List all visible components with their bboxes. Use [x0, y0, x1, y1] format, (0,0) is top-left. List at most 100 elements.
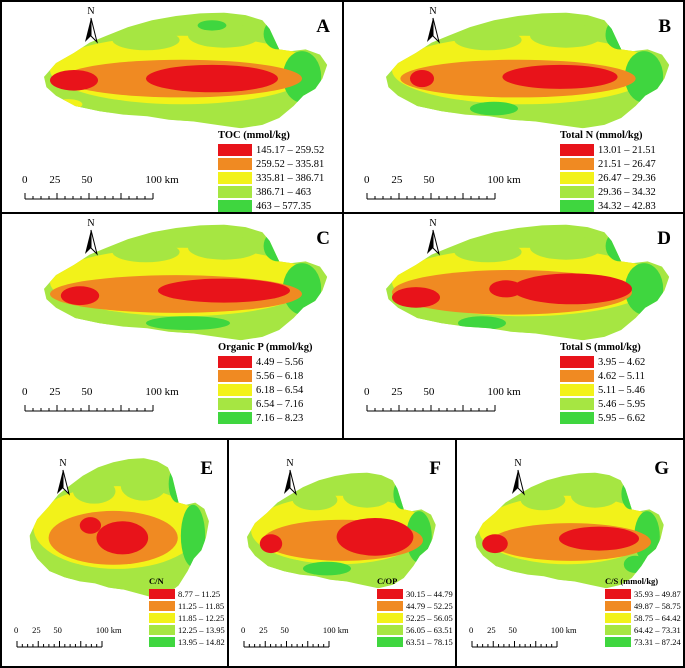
- scale-label: 50: [423, 174, 435, 186]
- legend-swatch: [149, 625, 175, 635]
- legend-swatch: [149, 601, 175, 611]
- legend-class-label: 63.51 – 78.15: [406, 637, 453, 647]
- scale-label: 25: [259, 625, 268, 635]
- legend-swatch: [560, 356, 594, 368]
- north-label: N: [514, 458, 522, 469]
- map-panel-d: D N Total S (mmol/kg) 3.95 – 4.62 4.62 – 5.…: [343, 213, 684, 439]
- legend: TOC (mmol/kg) 145.17 – 259.52 259.52 – 335…: [218, 130, 325, 212]
- scale-label: 50: [53, 625, 62, 635]
- north-label: N: [87, 218, 95, 229]
- legend-title: C/N: [149, 576, 164, 586]
- panel-label: D: [657, 228, 671, 249]
- legend-swatch: [218, 200, 252, 212]
- legend-swatch: [560, 412, 594, 424]
- north-arrow-icon: N: [80, 6, 102, 46]
- legend: C/N 8.77 – 11.25 11.25 – 11.85 11.85 – 12.2…: [149, 576, 225, 648]
- legend-swatch: [149, 589, 175, 599]
- legend-class-label: 30.15 – 44.79: [406, 589, 453, 599]
- scale-label: 100 km: [322, 625, 349, 635]
- scale-label: 0: [14, 625, 19, 635]
- scale-label: 25: [49, 386, 61, 398]
- scale-label: 50: [508, 625, 517, 635]
- legend-row: 63.51 – 78.15: [377, 636, 453, 648]
- legend-row: 5.56 – 6.18: [218, 369, 313, 383]
- legend-swatch: [149, 613, 175, 623]
- legend-row: 52.25 – 56.05: [377, 612, 453, 624]
- scale-bar: 0 25 50 100 km: [469, 625, 626, 654]
- legend-class-label: 35.93 – 49.87: [634, 589, 681, 599]
- legend-row: 6.18 – 6.54: [218, 383, 313, 397]
- choropleth-map: [29, 458, 209, 598]
- map-panel-a: A N TOC (mmol/kg) 145.17 – 259.52 259.52 – …: [1, 1, 343, 213]
- legend-swatch: [218, 370, 252, 382]
- legend-row: 5.95 – 6.62: [560, 411, 645, 425]
- legend-row: 29.36 – 34.32: [560, 185, 656, 199]
- scale-label: 100 km: [145, 386, 179, 398]
- legend-row: 7.16 – 8.23: [218, 411, 313, 425]
- legend: C/OP 30.15 – 44.79 44.79 – 52.25 52.25 – 56…: [377, 576, 453, 648]
- scale-label: 25: [487, 625, 496, 635]
- legend-class-label: 7.16 – 8.23: [256, 412, 304, 424]
- legend-row: 73.31 – 87.24: [605, 636, 681, 648]
- legend-class-label: 26.47 – 29.36: [598, 172, 656, 184]
- scale-label: 25: [391, 386, 403, 398]
- legend-swatch: [605, 613, 631, 623]
- legend-swatch: [560, 384, 594, 396]
- legend-class-label: 335.81 – 386.71: [256, 172, 325, 184]
- scale-bar: 0 25 50 100 km: [364, 386, 564, 418]
- choropleth-map: [44, 12, 328, 129]
- legend-class-label: 5.56 – 6.18: [256, 370, 304, 382]
- legend-row: 4.49 – 5.56: [218, 355, 313, 369]
- scale-label: 25: [49, 174, 61, 186]
- legend-row: 13.01 – 21.51: [560, 143, 656, 157]
- choropleth-map: [475, 472, 664, 589]
- panel-label: A: [316, 16, 330, 37]
- north-arrow-icon: N: [422, 6, 444, 46]
- legend-swatch: [377, 613, 403, 623]
- legend-swatch: [377, 601, 403, 611]
- legend-title: Organic P (mmol/kg): [218, 342, 313, 353]
- legend-class-label: 56.05 – 63.51: [406, 625, 453, 635]
- map-panel-e: E N C/N 8.77 – 11.25 11.25 – 11.85 11.85 – 1…: [1, 439, 228, 667]
- legend-class-label: 29.36 – 34.32: [598, 186, 656, 198]
- scale-label: 25: [32, 625, 41, 635]
- legend-title: Total S (mmol/kg): [560, 342, 641, 353]
- legend-row: 335.81 – 386.71: [218, 171, 324, 185]
- legend-class-label: 58.75 – 64.42: [634, 613, 681, 623]
- scale-label: 100 km: [550, 625, 577, 635]
- legend-row: 145.17 – 259.52: [218, 143, 324, 157]
- north-label: N: [59, 458, 67, 469]
- legend-class-label: 34.32 – 42.83: [598, 200, 656, 212]
- north-label: N: [286, 458, 294, 469]
- legend-title: Total N (mmol/kg): [560, 130, 643, 141]
- legend-swatch: [560, 186, 594, 198]
- legend-class-label: 259.52 – 335.81: [256, 158, 325, 170]
- legend-swatch: [149, 637, 175, 647]
- legend: Total N (mmol/kg) 13.01 – 21.51 21.51 – 26…: [560, 130, 656, 212]
- scale-label: 25: [391, 174, 403, 186]
- scale-label: 50: [423, 386, 435, 398]
- legend-class-label: 145.17 – 259.52: [256, 144, 325, 156]
- scale-label: 0: [364, 174, 370, 186]
- panel-label: F: [429, 458, 441, 479]
- panel-label: B: [658, 16, 671, 37]
- legend-swatch: [605, 625, 631, 635]
- legend-swatch: [218, 412, 252, 424]
- legend-class-label: 49.87 – 58.75: [634, 601, 681, 611]
- legend-swatch: [605, 589, 631, 599]
- legend-swatch: [560, 172, 594, 184]
- legend-class-label: 6.18 – 6.54: [256, 384, 304, 396]
- north-arrow-icon: N: [279, 458, 301, 498]
- legend-row: 26.47 – 29.36: [560, 171, 656, 185]
- panel-label: C: [316, 228, 330, 249]
- legend-swatch: [560, 370, 594, 382]
- scale-label: 100 km: [95, 625, 122, 635]
- legend-swatch: [218, 398, 252, 410]
- legend-class-label: 4.62 – 5.11: [598, 370, 645, 382]
- legend: Total S (mmol/kg) 3.95 – 4.62 4.62 – 5.11 5…: [560, 342, 645, 425]
- legend-swatch: [218, 356, 252, 368]
- legend-class-label: 11.85 – 12.25: [178, 613, 225, 623]
- scale-label: 0: [241, 625, 246, 635]
- legend-class-label: 463 – 577.35: [256, 200, 312, 212]
